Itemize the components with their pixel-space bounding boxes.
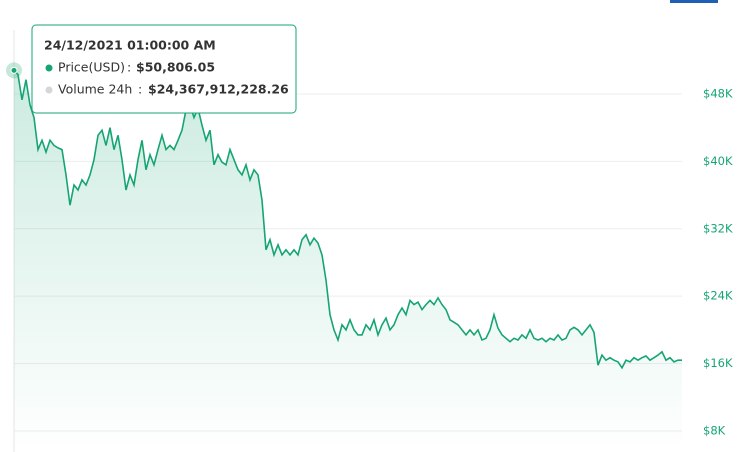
y-tick-label: $16K bbox=[703, 356, 733, 370]
tooltip-date: 24/12/2021 01:00:00 AM bbox=[44, 38, 216, 53]
tooltip-name: Volume 24h bbox=[58, 82, 132, 97]
tooltip-separator: : bbox=[127, 60, 131, 75]
price-line bbox=[13, 69, 682, 370]
tooltip-name: Price(USD) bbox=[58, 60, 125, 75]
area bbox=[14, 70, 682, 452]
y-tick-label: $48K bbox=[703, 87, 733, 101]
tooltip-separator: : bbox=[138, 82, 142, 97]
tooltip: 24/12/2021 01:00:00 AM Price(USD) : $50,… bbox=[31, 24, 297, 114]
top-button[interactable] bbox=[670, 0, 718, 3]
tooltip-value: $24,367,912,228.26 bbox=[148, 82, 289, 97]
y-tick-label: $32K bbox=[703, 221, 733, 235]
tooltip-box bbox=[31, 24, 297, 114]
y-tick-label: $8K bbox=[703, 423, 726, 437]
legend-dot bbox=[45, 64, 53, 72]
legend-dot bbox=[45, 86, 53, 94]
y-tick-label: $24K bbox=[703, 289, 733, 303]
hover-point bbox=[10, 66, 18, 74]
y-tick-label: $40K bbox=[703, 154, 733, 168]
tooltip-value: $50,806.05 bbox=[136, 60, 215, 75]
